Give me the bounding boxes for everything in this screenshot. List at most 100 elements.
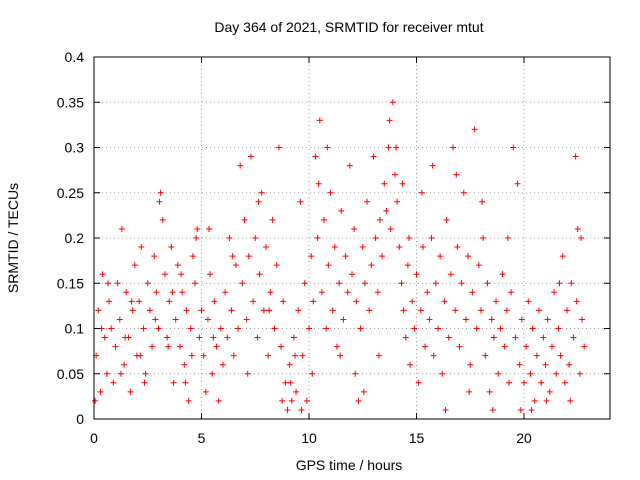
data-point <box>140 325 147 332</box>
data-point <box>165 343 172 350</box>
data-point <box>372 235 379 241</box>
data-point <box>324 144 331 151</box>
chart-title: Day 364 of 2021, SRMTID for receiver mtu… <box>214 19 483 35</box>
data-point <box>521 379 527 386</box>
data-point <box>116 316 123 323</box>
data-point <box>531 397 538 404</box>
data-point <box>273 262 280 269</box>
data-point <box>574 225 581 232</box>
data-point <box>138 244 145 251</box>
data-point <box>505 379 512 386</box>
y-tick-label: 0.25 <box>57 185 84 201</box>
y-tick-label: 0 <box>76 411 84 427</box>
data-point <box>293 388 300 395</box>
data-point <box>327 189 334 196</box>
data-point <box>137 352 144 359</box>
data-point <box>572 153 579 160</box>
data-point <box>306 325 312 332</box>
data-point <box>250 298 257 305</box>
data-point <box>269 216 276 223</box>
data-point <box>210 334 217 341</box>
data-point <box>538 379 545 386</box>
y-tick-label: 0.3 <box>65 140 85 156</box>
data-point <box>497 325 504 332</box>
data-point <box>271 325 278 332</box>
data-point <box>179 289 186 296</box>
data-point <box>104 280 111 287</box>
data-point <box>258 189 265 196</box>
data-point <box>217 325 224 332</box>
data-point <box>211 298 218 305</box>
data-point <box>352 370 359 377</box>
data-point <box>174 262 181 269</box>
data-point <box>357 325 364 332</box>
data-point <box>426 316 433 323</box>
data-point <box>123 289 130 296</box>
data-point <box>129 307 136 314</box>
data-point <box>110 379 117 386</box>
data-point <box>495 370 502 377</box>
data-point <box>518 316 525 323</box>
data-point <box>383 207 390 214</box>
data-point <box>482 352 489 359</box>
data-point <box>309 370 316 377</box>
data-point <box>254 334 261 341</box>
data-point <box>314 235 321 241</box>
data-point <box>473 325 480 332</box>
data-point <box>149 343 156 350</box>
data-point <box>529 325 536 332</box>
data-point <box>329 307 336 314</box>
y-tick-label: 0.4 <box>65 49 85 65</box>
data-point <box>514 180 521 187</box>
data-point <box>428 235 435 241</box>
data-point <box>196 334 203 341</box>
data-point <box>508 289 515 296</box>
data-point <box>394 198 401 205</box>
y-tick-label: 0.35 <box>57 94 84 110</box>
data-point <box>567 397 574 404</box>
data-point <box>458 280 465 287</box>
data-point <box>573 298 580 305</box>
data-point <box>206 225 213 232</box>
data-point <box>181 361 188 368</box>
data-point <box>411 325 418 332</box>
data-point <box>349 271 355 278</box>
data-point <box>222 289 229 296</box>
data-point <box>533 352 540 359</box>
data-point <box>185 397 192 404</box>
data-point <box>525 298 532 305</box>
data-point <box>374 289 381 296</box>
data-point <box>282 379 289 386</box>
data-point <box>298 406 305 413</box>
y-tick-label: 0.2 <box>65 230 85 246</box>
data-points <box>92 99 588 413</box>
data-point <box>207 271 214 278</box>
data-point <box>576 370 583 377</box>
data-point <box>360 388 367 395</box>
data-point <box>316 117 323 124</box>
data-point <box>570 334 577 341</box>
data-point <box>386 117 393 124</box>
data-point <box>564 307 570 314</box>
data-point <box>232 262 239 269</box>
data-point <box>92 397 99 404</box>
y-tick-label: 0.1 <box>65 321 85 337</box>
data-point <box>247 153 254 160</box>
data-point <box>117 370 124 377</box>
data-point <box>142 370 149 377</box>
data-point <box>118 225 125 232</box>
data-point <box>398 280 405 287</box>
data-point <box>318 289 325 296</box>
data-point <box>536 307 543 314</box>
data-point <box>361 280 368 287</box>
data-point <box>340 316 347 323</box>
data-point <box>155 325 162 332</box>
data-point <box>579 316 586 323</box>
x-tick-label: 5 <box>198 430 206 446</box>
data-point <box>400 307 407 314</box>
data-point <box>292 352 299 359</box>
data-point <box>323 325 330 332</box>
data-point <box>172 316 179 323</box>
